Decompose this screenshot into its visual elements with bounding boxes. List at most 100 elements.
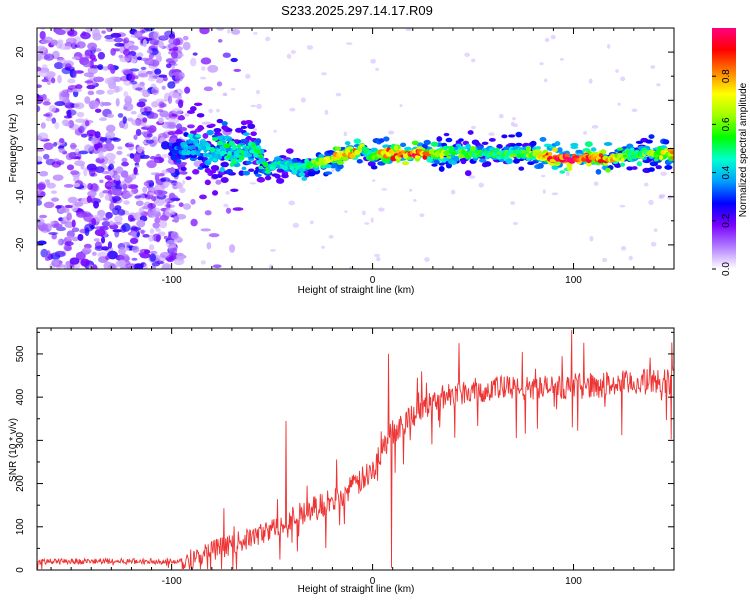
spectrogram-noise-blob: [378, 207, 385, 212]
spectrogram-noise-blob: [123, 200, 130, 205]
spectrogram-ridge-cell: [664, 165, 673, 170]
spectrogram-ridge-cell: [658, 155, 664, 160]
spectrogram-noise-blob: [551, 192, 559, 196]
spectrogram-noise-blob: [544, 37, 550, 43]
spectrogram-ridge-cell: [614, 163, 622, 168]
spectrogram-noise-blob: [162, 181, 171, 186]
spectrogram-noise-blob: [201, 121, 212, 125]
spectrogram-noise-blob: [50, 77, 56, 84]
spectrogram-noise-blob: [658, 195, 664, 200]
spectrogram-noise-blob: [71, 56, 81, 60]
spectrogram-noise-blob: [149, 39, 161, 46]
spectrogram-noise-blob: [121, 157, 128, 163]
spectrogram-ridge-cell: [244, 119, 253, 125]
spectrogram-ridge-cell: [281, 165, 289, 170]
spectrogram-noise-blob: [41, 78, 49, 83]
spectrogram-noise-blob: [232, 207, 244, 211]
snr-plot-area: [37, 328, 674, 570]
spectrogram-ridge-cell: [549, 158, 556, 163]
spectrogram-ridge-cell: [301, 176, 308, 181]
spectrogram-ridge-cell: [564, 153, 570, 158]
spectrogram-noise-blob: [156, 75, 163, 84]
spectrogram-ridge-cell: [197, 156, 205, 161]
spectrogram-ridge-cell: [515, 131, 523, 138]
spectrogram-ridge-cell: [401, 161, 410, 166]
spectrogram-noise-blob: [184, 86, 191, 94]
spectrogram-noise-blob: [64, 241, 74, 246]
spectrogram-noise-blob: [159, 251, 171, 259]
spectrogram-noise-blob: [64, 245, 73, 252]
spectrogram-noise-blob: [300, 97, 306, 103]
spectrogram-noise-blob: [118, 259, 126, 267]
spectrogram-noise-blob: [64, 45, 72, 50]
spectrogram-noise-blob: [154, 183, 166, 192]
spectrogram-noise-blob: [46, 71, 56, 79]
spectrogram-noise-blob: [376, 257, 381, 262]
spectrogram-noise-blob: [115, 166, 124, 174]
spectrogram-ridge-cell: [238, 154, 245, 161]
spectrogram-noise-blob: [99, 117, 108, 122]
spectrogram-noise-blob: [97, 251, 108, 258]
spectrogram-noise-blob: [206, 242, 212, 250]
spectrogram-y-tick-label: -10: [15, 189, 26, 204]
snr-marks: [37, 330, 674, 570]
spectrogram-noise-blob: [253, 31, 258, 35]
spectrogram-noise-blob: [147, 76, 156, 82]
spectrogram-noise-blob: [73, 182, 81, 188]
spectrogram-noise-blob: [145, 139, 155, 144]
spectrogram-noise-blob: [129, 68, 140, 72]
spectrogram-ridge-cell: [199, 194, 207, 200]
snr-series-line: [37, 330, 674, 570]
spectrogram-ridge-cell: [207, 158, 214, 162]
spectrogram-noise-blob: [121, 193, 132, 199]
spectrogram-ridge-cell: [518, 166, 525, 171]
spectrogram-noise-blob: [104, 38, 116, 42]
spectrogram-noise-blob: [273, 129, 277, 133]
spectrogram-noise-blob: [147, 202, 157, 209]
spectrogram-noise-blob: [151, 101, 159, 108]
spectrogram-ridge-cell: [448, 145, 455, 152]
spectrogram-noise-blob: [216, 28, 225, 31]
spectrogram-noise-blob: [44, 256, 51, 261]
spectrogram-noise-blob: [139, 57, 151, 62]
spectrogram-noise-blob: [151, 89, 158, 94]
spectrogram-ridge-cell: [453, 155, 460, 162]
spectrogram-ridge-cell: [285, 148, 294, 154]
spectrogram-noise-blob: [53, 223, 63, 228]
spectrogram-noise-blob: [71, 236, 79, 242]
spectrogram-ridge-cell: [189, 153, 198, 159]
spectrogram-noise-blob: [106, 89, 115, 95]
spectrogram-noise-blob: [155, 227, 161, 232]
spectrogram-noise-blob: [249, 182, 257, 185]
spectrogram-ridge-cell: [476, 145, 484, 151]
spectrogram-ridge-cell: [537, 162, 544, 169]
spectrogram-ridge-cell: [445, 137, 453, 143]
spectrogram-noise-blob: [114, 174, 121, 181]
spectrogram-noise-blob: [631, 108, 638, 112]
spectrogram-noise-blob: [148, 125, 157, 133]
spectrogram-noise-blob: [74, 201, 84, 207]
spectrogram-noise-blob: [58, 148, 66, 154]
snr-y-tick-label: 0: [15, 567, 26, 573]
spectrogram-noise-blob: [101, 30, 106, 34]
spectrogram-noise-blob: [77, 153, 82, 161]
spectrogram-noise-blob: [138, 252, 146, 256]
spectrogram-noise-blob: [71, 88, 83, 93]
spectrogram-ridge-cell: [218, 170, 227, 176]
spectrogram-noise-blob: [130, 110, 137, 115]
spectrogram-ridge-cell: [464, 170, 472, 177]
spectrogram-ridge-cell: [223, 143, 231, 149]
spectrogram-noise-blob: [94, 166, 105, 173]
spectrogram-noise-blob: [54, 28, 63, 34]
spectrogram-noise-blob: [83, 72, 94, 78]
spectrogram-ridge-cell: [364, 147, 370, 152]
spectrogram-noise-blob: [450, 189, 456, 195]
spectrogram-noise-blob: [133, 166, 138, 175]
spectrogram-noise-blob: [97, 51, 106, 60]
spectrogram-noise-blob: [50, 197, 60, 202]
spectrogram-ridge-cell: [378, 138, 385, 143]
spectrogram-ridge-cell: [662, 139, 670, 145]
spectrogram-ridge-cell: [508, 134, 516, 138]
spectrogram-noise-blob: [67, 29, 78, 37]
spectrogram-ridge-cell: [337, 163, 344, 170]
